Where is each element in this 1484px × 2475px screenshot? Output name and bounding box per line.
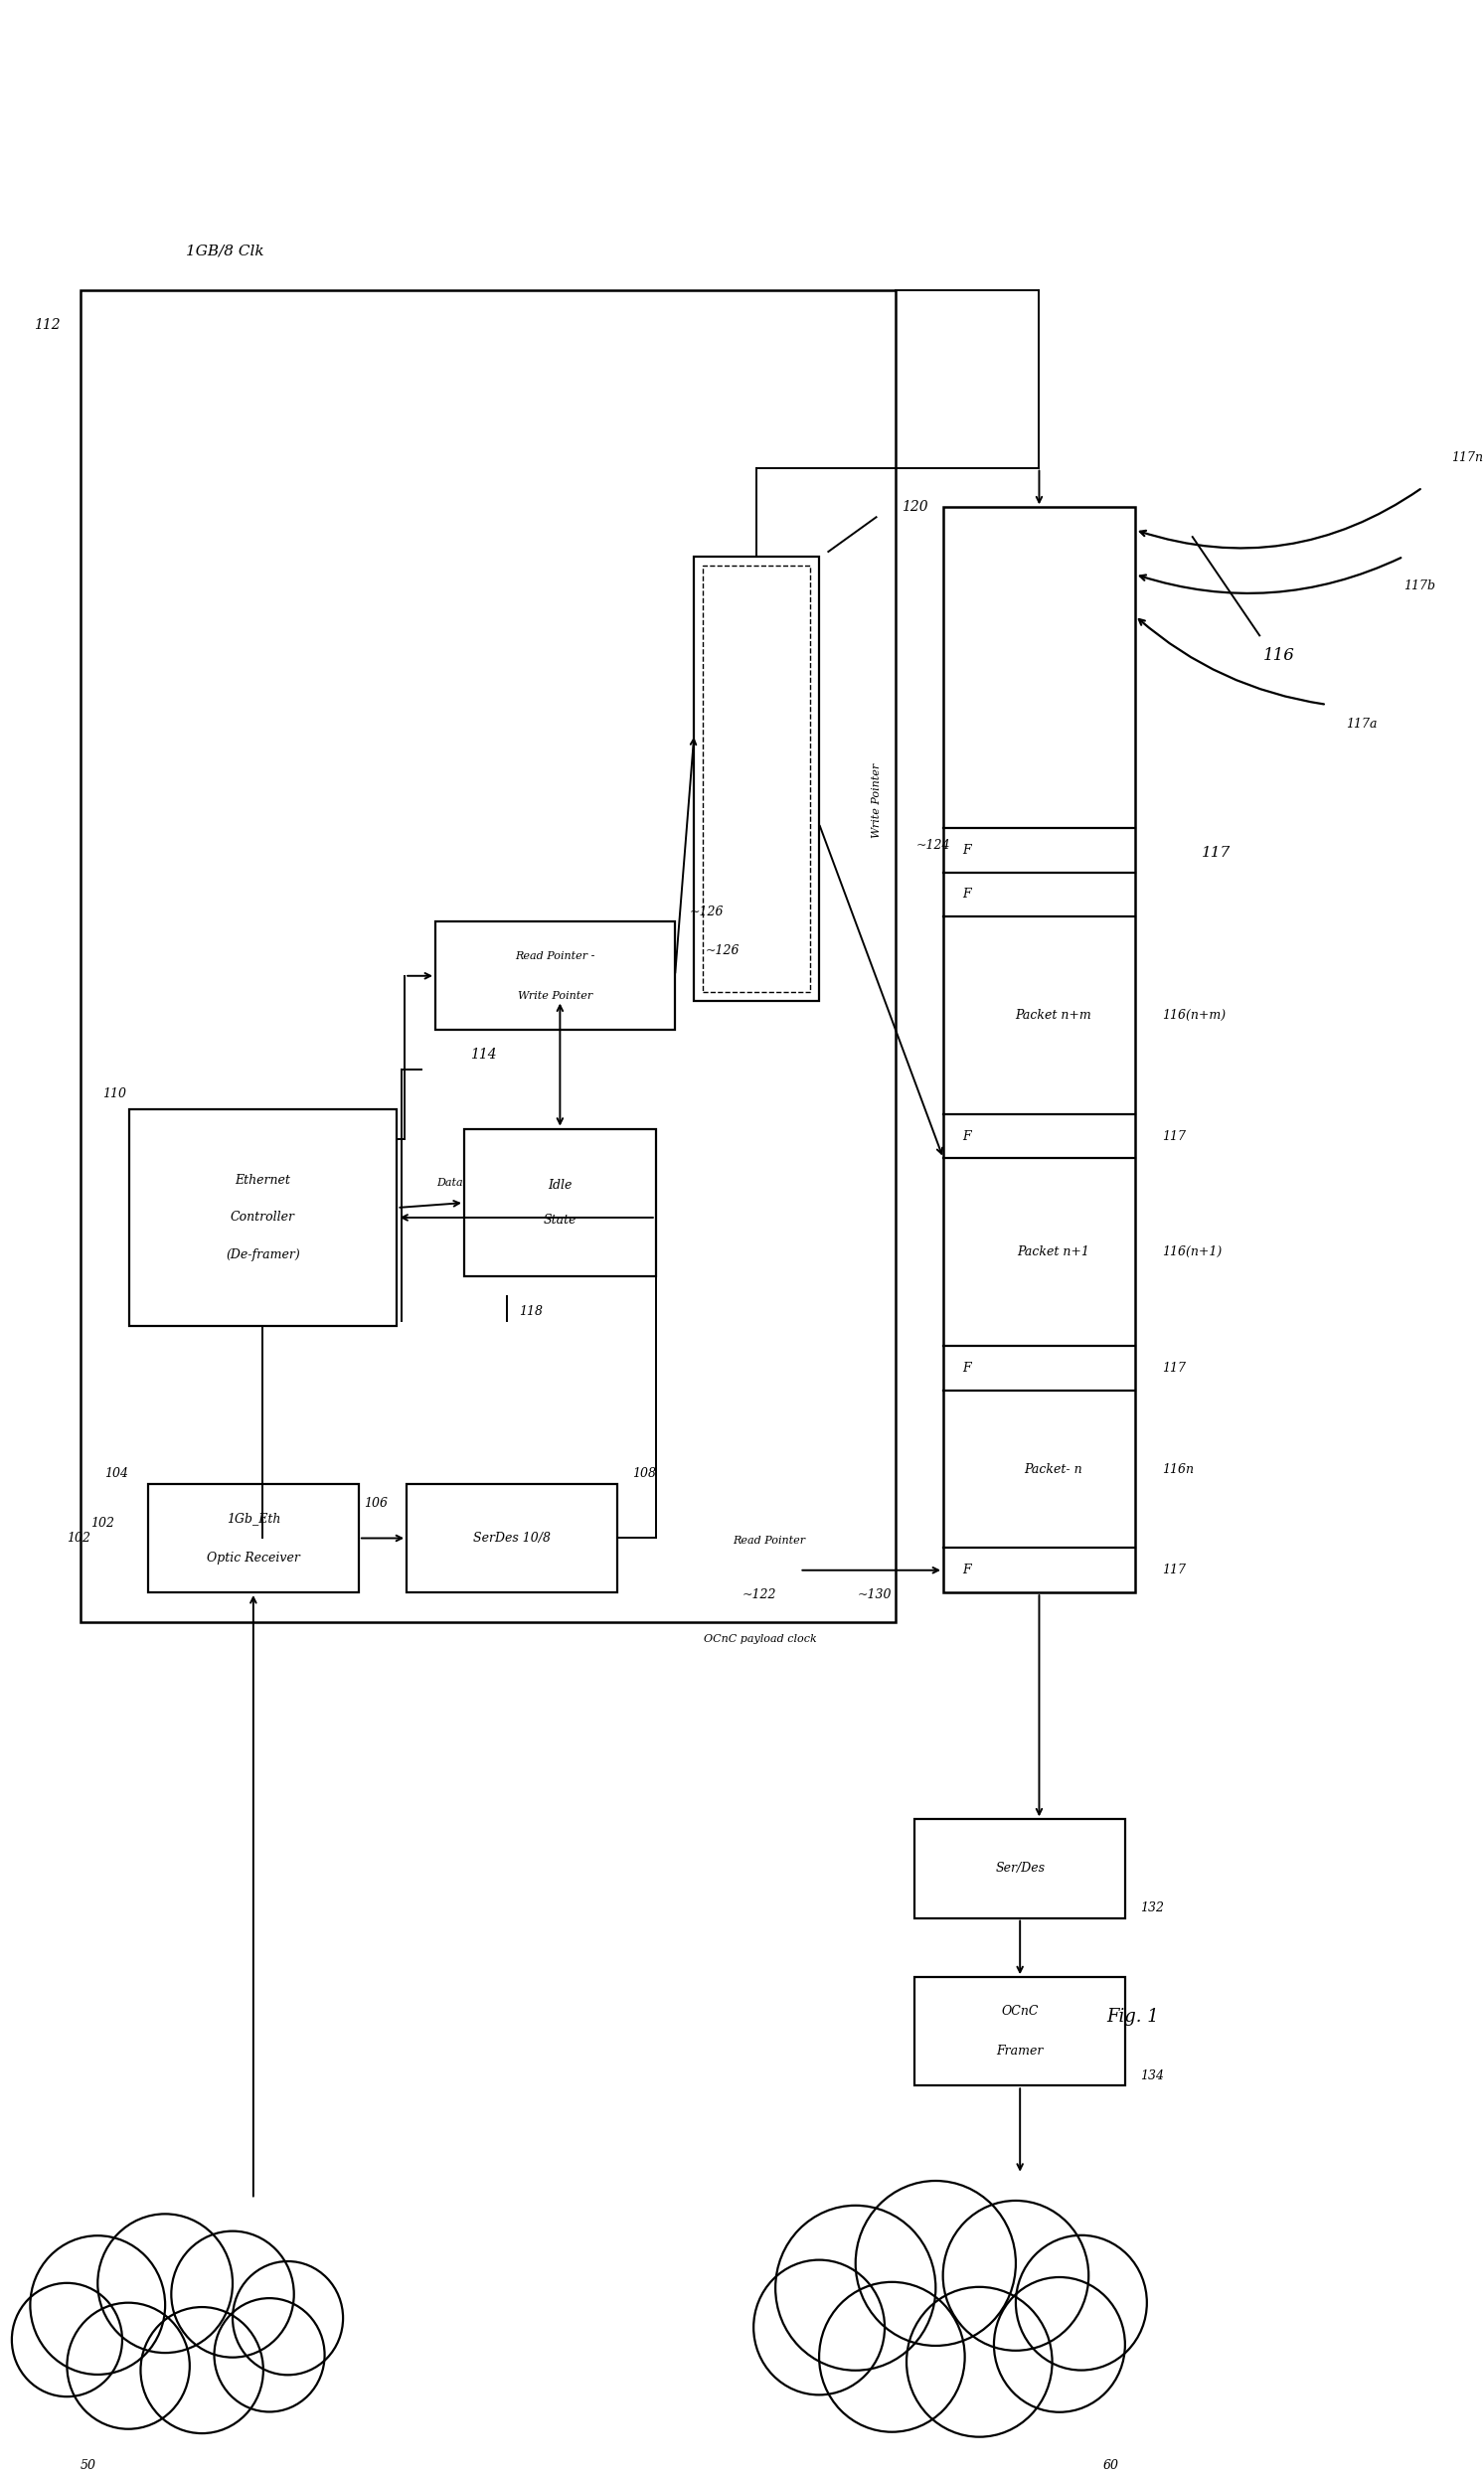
Text: 1GB/8 Clk: 1GB/8 Clk <box>186 245 264 257</box>
Text: 60: 60 <box>1103 2460 1119 2473</box>
Text: ~124: ~124 <box>917 839 951 851</box>
Text: OCnC: OCnC <box>1002 2005 1039 2017</box>
Text: Framer: Framer <box>996 2044 1043 2057</box>
Text: F: F <box>962 1129 971 1143</box>
Text: ~122: ~122 <box>742 1589 776 1601</box>
Text: Read Pointer: Read Pointer <box>733 1534 806 1544</box>
Text: Packet n+1: Packet n+1 <box>1018 1245 1089 1260</box>
Text: Packet n+m: Packet n+m <box>1015 1010 1092 1022</box>
Circle shape <box>819 2282 965 2433</box>
Circle shape <box>856 2180 1015 2346</box>
Text: 116: 116 <box>1263 646 1294 663</box>
Circle shape <box>776 2205 935 2371</box>
Bar <box>80 290 895 1621</box>
Circle shape <box>1015 2235 1147 2371</box>
Bar <box>914 1978 1125 2086</box>
Text: Controller: Controller <box>230 1210 295 1225</box>
Text: 116n: 116n <box>1162 1463 1193 1475</box>
Text: ~126: ~126 <box>690 906 724 918</box>
Bar <box>407 1485 617 1591</box>
Circle shape <box>214 2299 325 2411</box>
Text: 117n: 117n <box>1451 450 1483 465</box>
Text: 102: 102 <box>67 1532 91 1544</box>
Text: ~130: ~130 <box>858 1589 892 1601</box>
Text: 110: 110 <box>102 1089 126 1101</box>
Text: Idle: Idle <box>548 1178 573 1190</box>
Bar <box>464 1129 656 1277</box>
Bar <box>695 557 819 1000</box>
Text: Packet- n: Packet- n <box>1024 1463 1083 1475</box>
Text: Optic Receiver: Optic Receiver <box>206 1552 300 1564</box>
Circle shape <box>754 2260 884 2396</box>
Text: 117: 117 <box>1162 1129 1186 1143</box>
Text: 114: 114 <box>470 1047 497 1062</box>
Circle shape <box>171 2230 294 2356</box>
Text: OCnC payload clock: OCnC payload clock <box>703 1634 816 1643</box>
Text: 117: 117 <box>1202 846 1232 859</box>
Text: Ethernet: Ethernet <box>234 1173 291 1186</box>
Text: 120: 120 <box>901 500 928 515</box>
Text: 116(n+m): 116(n+m) <box>1162 1010 1226 1022</box>
Text: SerDes 10/8: SerDes 10/8 <box>473 1532 551 1544</box>
Text: F: F <box>962 1564 971 1577</box>
Text: ~126: ~126 <box>706 945 741 958</box>
Text: 112: 112 <box>34 317 61 332</box>
Text: 117: 117 <box>1162 1564 1186 1577</box>
Text: F: F <box>962 844 971 856</box>
Text: F: F <box>962 1361 971 1374</box>
Text: Ser/Des: Ser/Des <box>996 1861 1045 1876</box>
Text: Write Pointer: Write Pointer <box>871 762 881 839</box>
Text: Write Pointer: Write Pointer <box>518 990 592 1000</box>
Text: 117: 117 <box>1162 1361 1186 1374</box>
Text: Data: Data <box>436 1178 463 1188</box>
Circle shape <box>98 2215 233 2354</box>
Circle shape <box>907 2287 1052 2438</box>
Bar <box>914 1819 1125 1918</box>
Circle shape <box>12 2282 122 2396</box>
Text: State: State <box>543 1215 577 1228</box>
Circle shape <box>233 2262 343 2376</box>
Text: 104: 104 <box>105 1468 129 1480</box>
Circle shape <box>942 2200 1089 2351</box>
Text: 108: 108 <box>632 1468 656 1480</box>
Circle shape <box>67 2302 190 2428</box>
Text: 102: 102 <box>91 1517 114 1530</box>
Text: 106: 106 <box>364 1497 387 1510</box>
Text: 1Gb_Eth: 1Gb_Eth <box>226 1512 280 1525</box>
Bar <box>148 1485 359 1591</box>
Circle shape <box>30 2235 165 2374</box>
Bar <box>944 507 1135 1591</box>
Bar <box>703 564 810 992</box>
Text: 116(n+1): 116(n+1) <box>1162 1245 1221 1260</box>
Circle shape <box>141 2307 263 2433</box>
Text: Fig. 1: Fig. 1 <box>1106 2007 1159 2025</box>
Text: (De-framer): (De-framer) <box>226 1247 300 1262</box>
Text: 134: 134 <box>1140 2069 1163 2081</box>
Text: 50: 50 <box>80 2460 96 2473</box>
Text: F: F <box>962 889 971 901</box>
Circle shape <box>994 2277 1125 2413</box>
Bar <box>435 921 675 1030</box>
Bar <box>129 1109 398 1327</box>
Text: 118: 118 <box>519 1304 543 1317</box>
Text: Read Pointer -: Read Pointer - <box>515 950 595 960</box>
Text: 117a: 117a <box>1346 718 1377 730</box>
Text: 117b: 117b <box>1404 579 1435 592</box>
Text: 132: 132 <box>1140 1901 1163 1916</box>
